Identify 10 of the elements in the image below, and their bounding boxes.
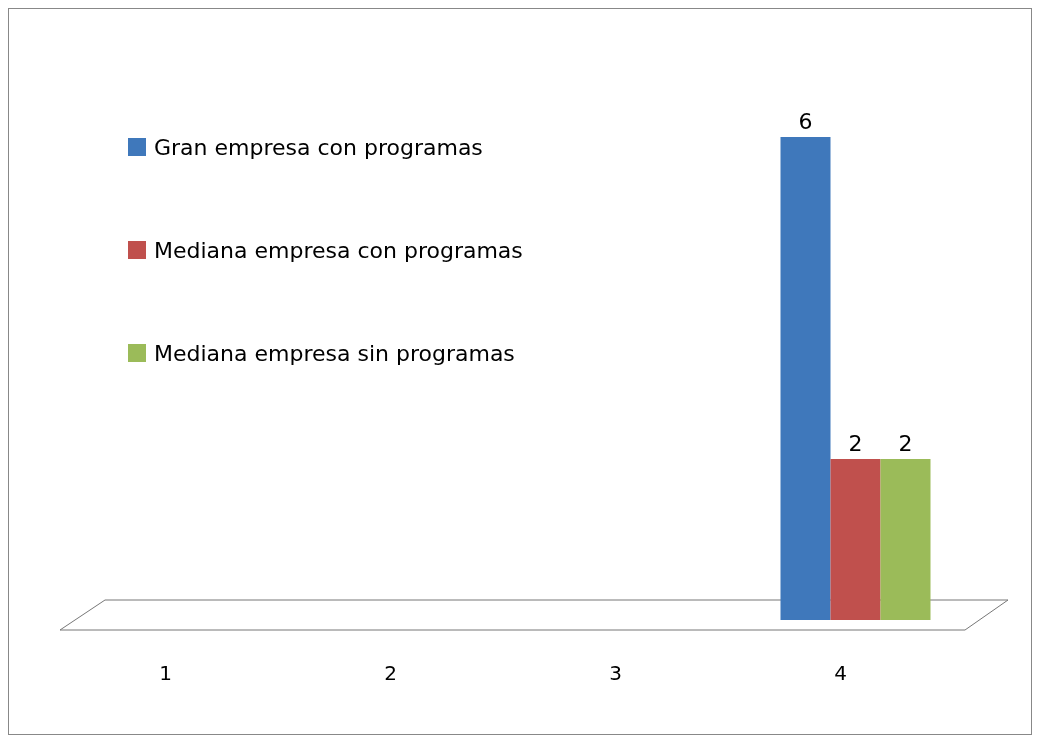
legend-label: Mediana empresa sin programas xyxy=(154,341,515,366)
x-tick-label: 3 xyxy=(609,661,622,685)
data-label: 2 xyxy=(898,431,913,456)
legend-label: Gran empresa con programas xyxy=(154,135,483,160)
x-tick-label: 2 xyxy=(384,661,397,685)
data-label: 6 xyxy=(798,109,813,134)
x-tick-label: 1 xyxy=(159,661,172,685)
legend-label: Mediana empresa con programas xyxy=(154,238,523,263)
x-tick-label: 4 xyxy=(834,661,847,685)
data-label: 2 xyxy=(848,431,863,456)
